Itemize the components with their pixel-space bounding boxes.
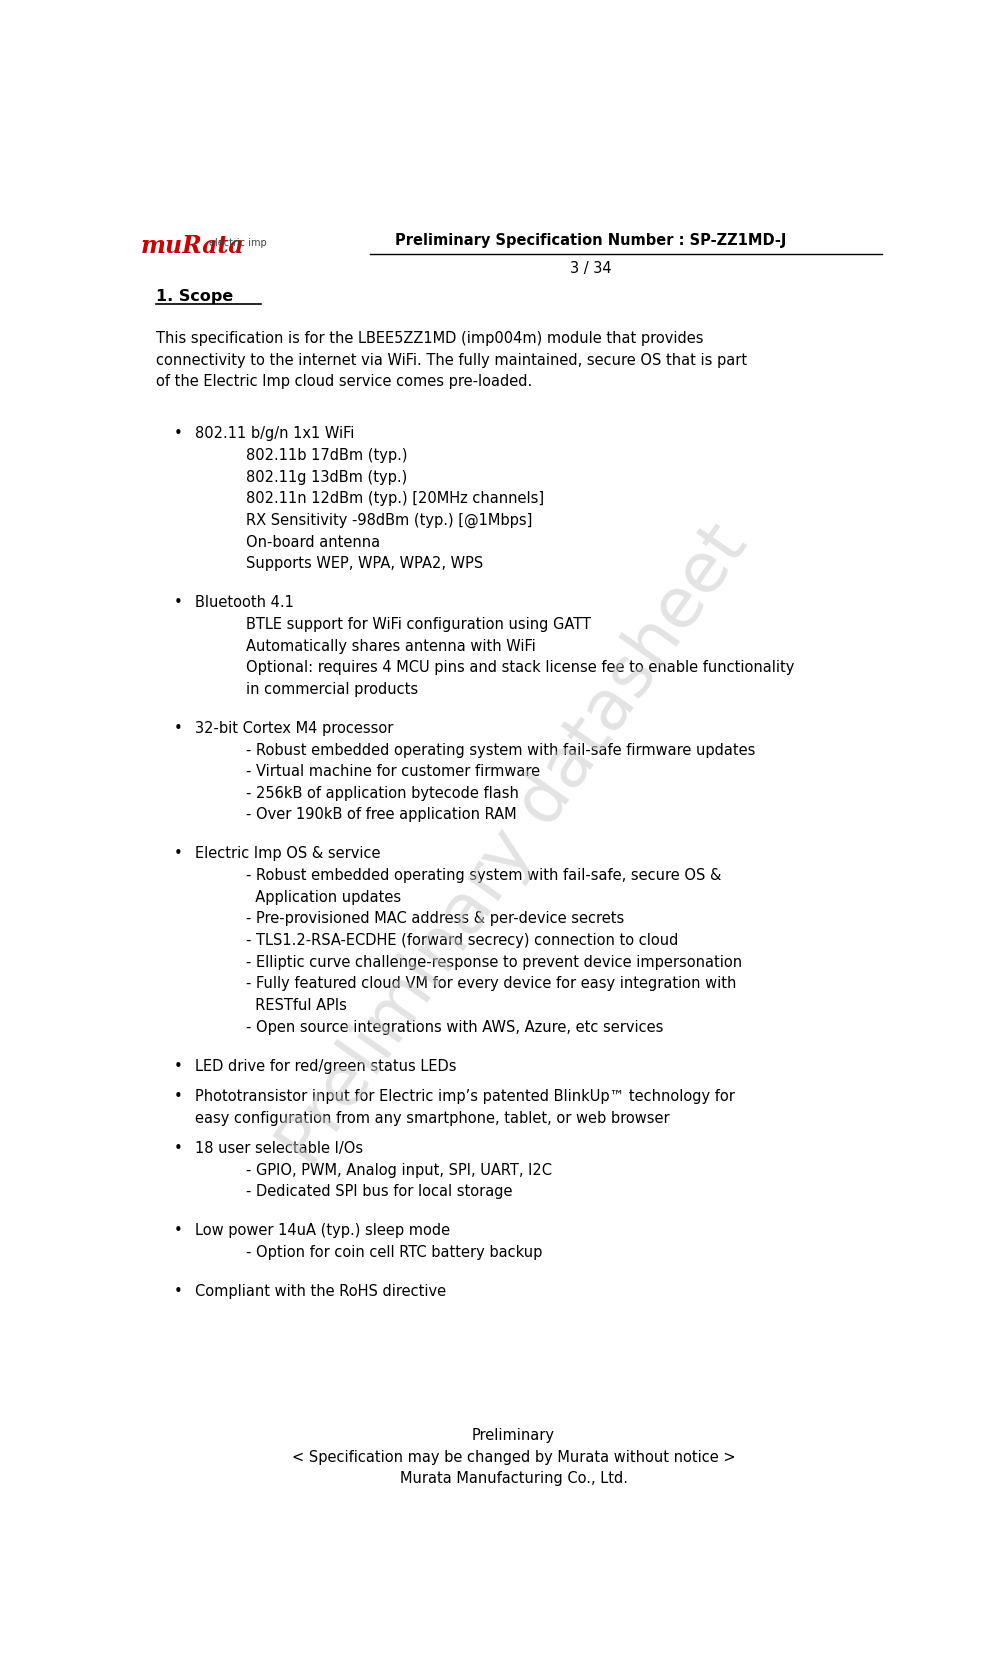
Text: electric imp: electric imp: [209, 238, 267, 248]
Text: - Dedicated SPI bus for local storage: - Dedicated SPI bus for local storage: [245, 1183, 512, 1198]
Text: muRata: muRata: [140, 234, 244, 258]
Text: LED drive for red/green status LEDs: LED drive for red/green status LEDs: [195, 1057, 457, 1072]
Text: Low power 14uA (typ.) sleep mode: Low power 14uA (typ.) sleep mode: [195, 1223, 450, 1238]
Text: •: •: [173, 1141, 182, 1156]
Text: - Fully featured cloud VM for every device for easy integration with: - Fully featured cloud VM for every devi…: [245, 975, 736, 990]
Text: Preliminary datasheet: Preliminary datasheet: [267, 512, 761, 1178]
Text: - Option for coin cell RTC battery backup: - Option for coin cell RTC battery backu…: [245, 1245, 542, 1260]
Text: •: •: [173, 847, 182, 862]
Text: •: •: [173, 1283, 182, 1298]
Text: - TLS1.2-RSA-ECDHE (forward secrecy) connection to cloud: - TLS1.2-RSA-ECDHE (forward secrecy) con…: [245, 932, 678, 947]
Text: Bluetooth 4.1: Bluetooth 4.1: [195, 596, 294, 611]
Text: - Over 190kB of free application RAM: - Over 190kB of free application RAM: [245, 806, 516, 821]
Text: Application updates: Application updates: [245, 890, 401, 903]
Text: •: •: [173, 1223, 182, 1238]
Text: 18 user selectable I/Os: 18 user selectable I/Os: [195, 1141, 364, 1156]
Text: easy configuration from any smartphone, tablet, or web browser: easy configuration from any smartphone, …: [195, 1109, 669, 1124]
Text: Supports WEP, WPA, WPA2, WPS: Supports WEP, WPA, WPA2, WPS: [245, 555, 483, 570]
Text: •: •: [173, 1089, 182, 1103]
Text: •: •: [173, 596, 182, 611]
Text: RESTful APIs: RESTful APIs: [245, 997, 347, 1012]
Text: 1. Scope: 1. Scope: [156, 288, 233, 303]
Text: Optional: requires 4 MCU pins and stack license fee to enable functionality: Optional: requires 4 MCU pins and stack …: [245, 659, 794, 674]
Text: 802.11g 13dBm (typ.): 802.11g 13dBm (typ.): [245, 470, 407, 485]
Text: - Robust embedded operating system with fail-safe firmware updates: - Robust embedded operating system with …: [245, 743, 755, 758]
Text: On-board antenna: On-board antenna: [245, 534, 380, 549]
Text: Compliant with the RoHS directive: Compliant with the RoHS directive: [195, 1283, 446, 1298]
Text: 802.11 b/g/n 1x1 WiFi: 802.11 b/g/n 1x1 WiFi: [195, 427, 355, 442]
Text: - Open source integrations with AWS, Azure, etc services: - Open source integrations with AWS, Azu…: [245, 1019, 663, 1034]
Text: •: •: [173, 721, 182, 736]
Text: - Pre-provisioned MAC address & per-device secrets: - Pre-provisioned MAC address & per-devi…: [245, 910, 624, 925]
Text: •: •: [173, 1057, 182, 1072]
Text: •: •: [173, 427, 182, 442]
Text: in commercial products: in commercial products: [245, 681, 418, 696]
Text: - Virtual machine for customer firmware: - Virtual machine for customer firmware: [245, 763, 540, 778]
Text: - Elliptic curve challenge-response to prevent device impersonation: - Elliptic curve challenge-response to p…: [245, 954, 741, 969]
Text: Phototransistor input for Electric imp’s patented BlinkUp™ technology for: Phototransistor input for Electric imp’s…: [195, 1089, 735, 1103]
Text: Preliminary Specification Number : SP-ZZ1MD-J: Preliminary Specification Number : SP-ZZ…: [396, 233, 787, 248]
Text: connectivity to the internet via WiFi. The fully maintained, secure OS that is p: connectivity to the internet via WiFi. T…: [156, 353, 747, 368]
Text: 3 / 34: 3 / 34: [570, 261, 612, 276]
Text: - Robust embedded operating system with fail-safe, secure OS &: - Robust embedded operating system with …: [245, 868, 721, 883]
Text: 32-bit Cortex M4 processor: 32-bit Cortex M4 processor: [195, 721, 394, 736]
Text: RX Sensitivity -98dBm (typ.) [@1Mbps]: RX Sensitivity -98dBm (typ.) [@1Mbps]: [245, 512, 532, 529]
Text: < Specification may be changed by Murata without notice >: < Specification may be changed by Murata…: [292, 1449, 735, 1464]
Text: 802.11n 12dBm (typ.) [20MHz channels]: 802.11n 12dBm (typ.) [20MHz channels]: [245, 490, 544, 505]
Text: of the Electric Imp cloud service comes pre-loaded.: of the Electric Imp cloud service comes …: [156, 375, 532, 390]
Text: - 256kB of application bytecode flash: - 256kB of application bytecode flash: [245, 785, 518, 800]
Text: Murata Manufacturing Co., Ltd.: Murata Manufacturing Co., Ltd.: [400, 1471, 627, 1486]
Text: - GPIO, PWM, Analog input, SPI, UART, I2C: - GPIO, PWM, Analog input, SPI, UART, I2…: [245, 1163, 552, 1176]
Text: Electric Imp OS & service: Electric Imp OS & service: [195, 847, 381, 862]
Text: Preliminary: Preliminary: [472, 1427, 555, 1442]
Text: Automatically shares antenna with WiFi: Automatically shares antenna with WiFi: [245, 637, 535, 652]
Text: This specification is for the LBEE5ZZ1MD (imp004m) module that provides: This specification is for the LBEE5ZZ1MD…: [156, 331, 703, 346]
Text: 802.11b 17dBm (typ.): 802.11b 17dBm (typ.): [245, 448, 407, 463]
Text: BTLE support for WiFi configuration using GATT: BTLE support for WiFi configuration usin…: [245, 617, 590, 631]
